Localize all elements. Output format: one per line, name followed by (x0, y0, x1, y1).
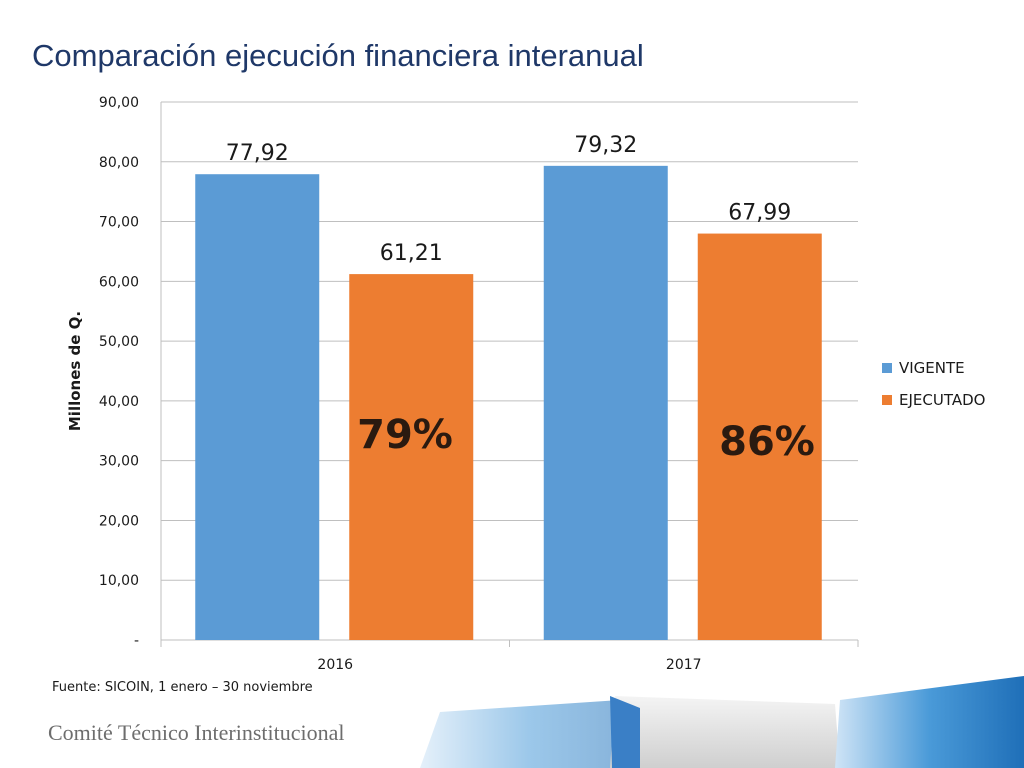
y-tick-label: 80,00 (99, 155, 139, 171)
execution-percentage-label: 79% (357, 412, 453, 458)
y-tick-label: 70,00 (99, 215, 139, 231)
bar-vigente-2017 (543, 165, 668, 641)
y-tick-label: 60,00 (99, 274, 139, 290)
source-note: Fuente: SICOIN, 1 enero – 30 noviembre (52, 680, 313, 695)
y-tick-label: 40,00 (99, 394, 139, 410)
y-tick-label: 90,00 (99, 95, 139, 111)
legend-label-vigente: VIGENTE (899, 359, 965, 377)
footer-organization: Comité Técnico Interinstitucional (48, 720, 345, 745)
y-tick-label: - (134, 633, 139, 649)
x-axis-ticks: 2016 2017 (317, 657, 701, 673)
x-tick-label: 2017 (666, 657, 702, 673)
bar-ejecutado-2016 (349, 274, 474, 640)
y-tick-label: 10,00 (99, 573, 139, 589)
y-tick-label: 30,00 (99, 454, 139, 470)
y-axis-title: Millones de Q. (66, 311, 84, 431)
bar-ejecutado-2017 (697, 233, 822, 640)
y-tick-label: 20,00 (99, 513, 139, 529)
y-axis-ticks: - 10,00 20,00 30,00 40,00 50,00 60,00 70,00 80,0… (99, 95, 139, 649)
bars (195, 165, 822, 641)
data-label: 77,92 (226, 141, 289, 166)
y-tick-label: 50,00 (99, 334, 139, 350)
bar-chart: - 10,00 20,00 30,00 40,00 50,00 60,00 70,00 80,0… (66, 95, 985, 673)
legend-swatch-ejecutado (882, 395, 892, 405)
execution-percentage-label: 86% (719, 419, 815, 465)
bar-vigente-2016 (195, 174, 320, 641)
data-label: 61,21 (380, 241, 443, 266)
legend: VIGENTE EJECUTADO (882, 359, 985, 409)
legend-swatch-vigente (882, 363, 892, 373)
x-tick-label: 2016 (317, 657, 353, 673)
slide-title: Comparación ejecución financiera interan… (32, 38, 644, 73)
legend-label-ejecutado: EJECUTADO (899, 391, 985, 409)
data-labels: 77,92 61,21 79% 79,32 67,99 86% (226, 133, 815, 465)
data-label: 79,32 (574, 133, 637, 158)
data-label: 67,99 (728, 201, 791, 226)
